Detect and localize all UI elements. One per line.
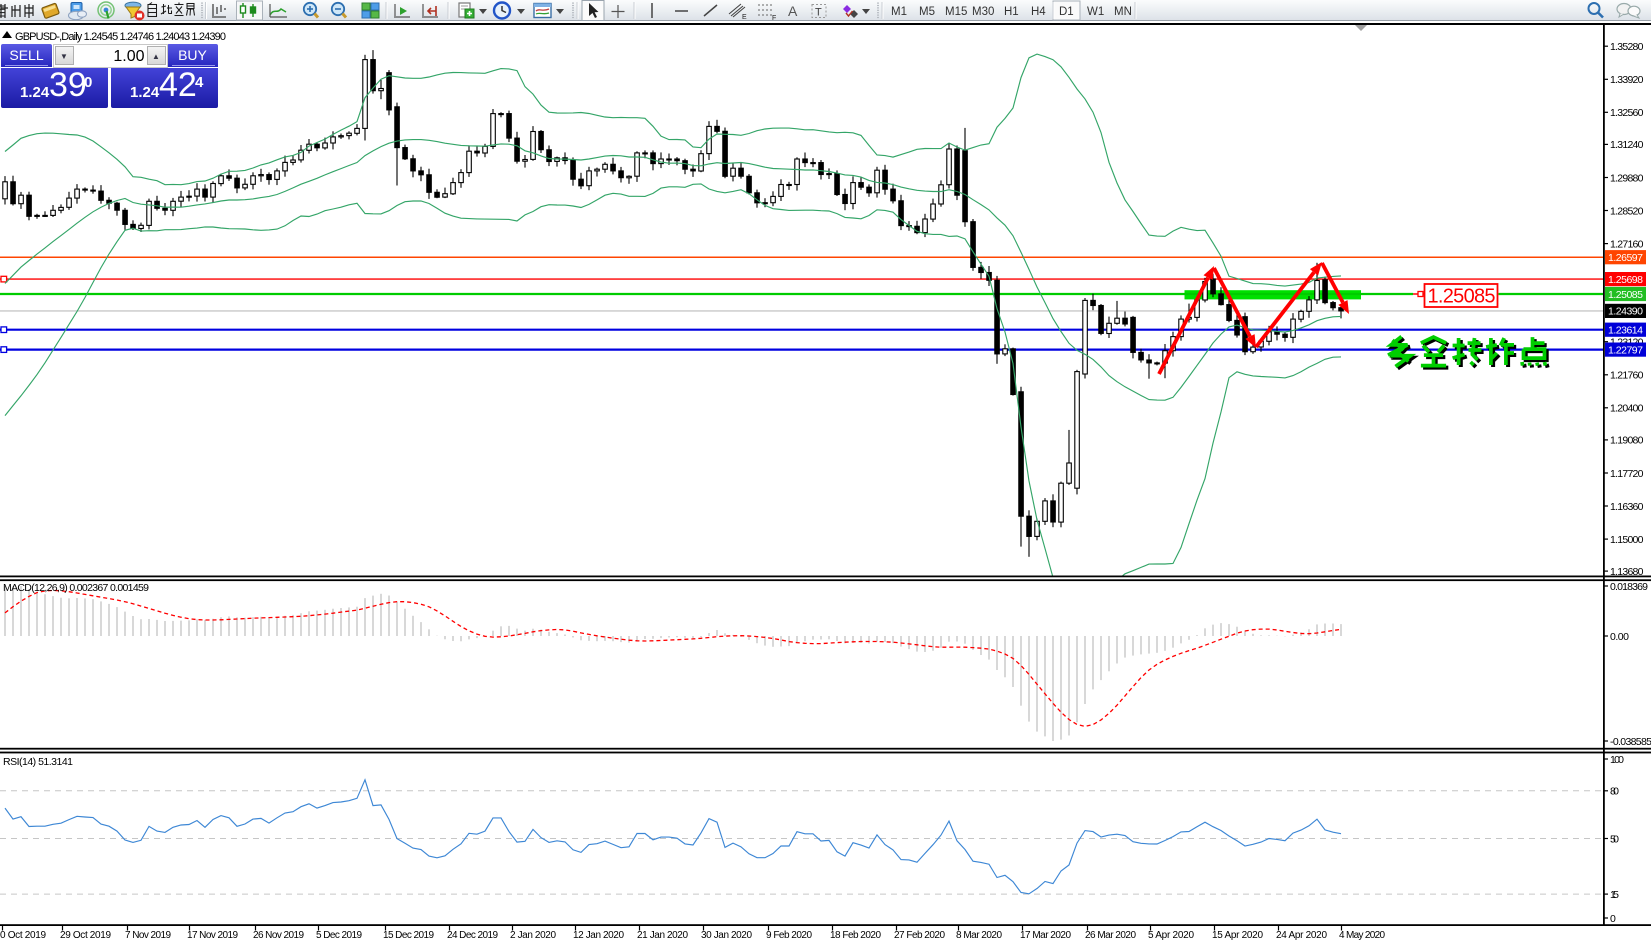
svg-text:30 Jan 2020: 30 Jan 2020 bbox=[701, 930, 752, 941]
svg-text:1.26597: 1.26597 bbox=[1608, 252, 1643, 264]
svg-text:26 Nov 2019: 26 Nov 2019 bbox=[253, 930, 304, 941]
svg-text:4 May 2020: 4 May 2020 bbox=[1339, 930, 1385, 941]
svg-text:100: 100 bbox=[1610, 754, 1624, 766]
svg-text:MACD(12,26,9) 0.002367 0.00145: MACD(12,26,9) 0.002367 0.001459 bbox=[3, 582, 149, 594]
svg-text:1.24390: 1.24390 bbox=[1608, 306, 1643, 318]
svg-text:27 Feb 2020: 27 Feb 2020 bbox=[894, 930, 945, 941]
svg-text:1.29880: 1.29880 bbox=[1610, 172, 1644, 184]
svg-text:M5: M5 bbox=[919, 6, 935, 18]
svg-text:1.25698: 1.25698 bbox=[1608, 274, 1643, 286]
svg-text:0 Oct 2019: 0 Oct 2019 bbox=[0, 930, 46, 941]
svg-text:1.33920: 1.33920 bbox=[1610, 74, 1644, 86]
svg-text:1.19080: 1.19080 bbox=[1610, 435, 1644, 447]
svg-text:26 Mar 2020: 26 Mar 2020 bbox=[1085, 930, 1136, 941]
svg-text:17 Mar 2020: 17 Mar 2020 bbox=[1020, 930, 1071, 941]
svg-text:0.00: 0.00 bbox=[1610, 631, 1629, 643]
svg-text:29 Oct 2019: 29 Oct 2019 bbox=[60, 930, 111, 941]
svg-text:1.20400: 1.20400 bbox=[1610, 403, 1644, 415]
svg-text:1.32560: 1.32560 bbox=[1610, 107, 1644, 119]
svg-text:F: F bbox=[772, 15, 776, 21]
svg-text:50: 50 bbox=[1610, 833, 1619, 845]
svg-text:1.27160: 1.27160 bbox=[1610, 238, 1644, 250]
svg-text:7 Nov 2019: 7 Nov 2019 bbox=[125, 930, 171, 941]
svg-text:A: A bbox=[788, 3, 798, 19]
svg-text:80: 80 bbox=[1610, 786, 1619, 798]
svg-text:24 Dec 2019: 24 Dec 2019 bbox=[447, 930, 498, 941]
svg-text:1.15000: 1.15000 bbox=[1610, 534, 1644, 546]
svg-text:1.31240: 1.31240 bbox=[1610, 139, 1644, 151]
svg-text:1.17720: 1.17720 bbox=[1610, 468, 1644, 480]
svg-text:H1: H1 bbox=[1004, 6, 1019, 18]
svg-text:MN: MN bbox=[1114, 6, 1132, 18]
svg-text:0: 0 bbox=[1610, 913, 1616, 925]
svg-text:18 Feb 2020: 18 Feb 2020 bbox=[830, 930, 881, 941]
svg-text:GBPUSD-,Daily 1.24545 1.24746: GBPUSD-,Daily 1.24545 1.24746 1.24043 1.… bbox=[15, 31, 226, 43]
svg-text:1.25085: 1.25085 bbox=[1428, 286, 1496, 308]
svg-text:0.018369: 0.018369 bbox=[1610, 581, 1648, 593]
svg-text:RSI(14) 51.3141: RSI(14) 51.3141 bbox=[3, 756, 73, 768]
svg-text:W1: W1 bbox=[1087, 6, 1104, 18]
svg-text:T: T bbox=[815, 7, 822, 19]
svg-text:1.16360: 1.16360 bbox=[1610, 501, 1644, 513]
svg-text:9 Feb 2020: 9 Feb 2020 bbox=[766, 930, 812, 941]
svg-text:15: 15 bbox=[1610, 889, 1619, 901]
svg-text:12 Jan 2020: 12 Jan 2020 bbox=[573, 930, 624, 941]
svg-text:1.25085: 1.25085 bbox=[1608, 289, 1643, 301]
svg-text:5 Dec 2019: 5 Dec 2019 bbox=[316, 930, 362, 941]
svg-text:8 Mar 2020: 8 Mar 2020 bbox=[956, 930, 1002, 941]
svg-text:1.21760: 1.21760 bbox=[1610, 370, 1644, 382]
svg-text:17 Nov 2019: 17 Nov 2019 bbox=[187, 930, 238, 941]
svg-text:24 Apr 2020: 24 Apr 2020 bbox=[1276, 930, 1327, 941]
svg-text:15 Dec 2019: 15 Dec 2019 bbox=[383, 930, 434, 941]
svg-text:1.22797: 1.22797 bbox=[1608, 344, 1643, 356]
svg-text:H4: H4 bbox=[1031, 6, 1046, 18]
svg-text:M30: M30 bbox=[972, 6, 994, 18]
svg-text:21 Jan 2020: 21 Jan 2020 bbox=[637, 930, 688, 941]
svg-text:1.35280: 1.35280 bbox=[1610, 41, 1644, 53]
svg-text:D1: D1 bbox=[1059, 6, 1074, 18]
svg-text:2 Jan 2020: 2 Jan 2020 bbox=[510, 930, 556, 941]
svg-text:M15: M15 bbox=[945, 6, 967, 18]
svg-text:1.23614: 1.23614 bbox=[1608, 325, 1643, 337]
svg-text:E: E bbox=[742, 14, 747, 21]
svg-text:-0.038585: -0.038585 bbox=[1610, 736, 1651, 748]
svg-text:1.28520: 1.28520 bbox=[1610, 205, 1644, 217]
svg-text:5 Apr 2020: 5 Apr 2020 bbox=[1148, 930, 1194, 941]
svg-text:15 Apr 2020: 15 Apr 2020 bbox=[1212, 930, 1263, 941]
svg-text:1.13680: 1.13680 bbox=[1610, 566, 1644, 578]
svg-text:M1: M1 bbox=[891, 6, 907, 18]
